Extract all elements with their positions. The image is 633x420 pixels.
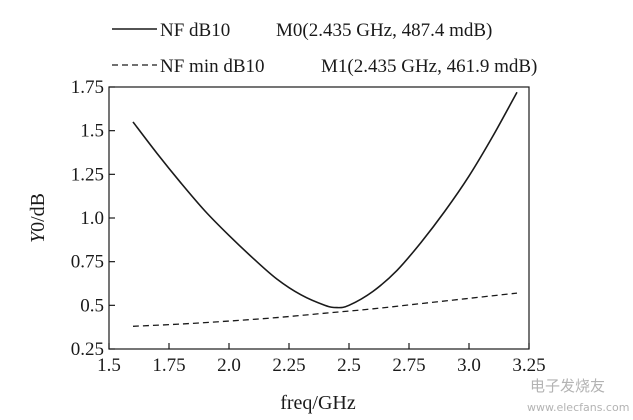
x-tick-label: 3.0 (457, 355, 481, 376)
y-axis-title-italic: Y (27, 230, 49, 243)
x-tick-label: 2.5 (337, 355, 361, 376)
x-tick-label: 1.75 (152, 355, 185, 376)
watermark-line-1: 电子发烧友 (530, 377, 605, 395)
y-axis-title: Y0/dB (27, 193, 49, 243)
watermark-line-2: www.elecfans.com (527, 401, 629, 414)
legend-series-0-marker: M0(2.435 GHz, 487.4 mdB) (276, 20, 492, 41)
y-axis-title-rest: 0/dB (27, 193, 49, 232)
y-tick-label: 1.75 (71, 77, 104, 98)
x-tick-label: 2.25 (272, 355, 305, 376)
series-line-nf (132, 91, 518, 309)
series-curves (132, 91, 518, 327)
x-axis-ticks: 1.5 1.75 2.0 2.25 2.5 2.75 3.0 3.25 (97, 343, 546, 376)
legend-series-1-name: NF min dB10 (160, 56, 265, 77)
series-line-nf-min (132, 292, 518, 327)
x-axis-title: freq/GHz (280, 392, 356, 414)
y-axis-ticks: 0.25 0.5 0.75 1.0 1.25 1.5 1.75 (71, 77, 115, 360)
y-tick-label: 0.75 (71, 252, 104, 273)
watermark: 电子发烧友 www.elecfans.com (527, 377, 629, 414)
x-tick-label: 2.0 (217, 355, 241, 376)
legend: NF dB10 M0(2.435 GHz, 487.4 mdB) NF min … (112, 20, 537, 77)
legend-series-1-marker: M1(2.435 GHz, 461.9 mdB) (321, 56, 537, 77)
y-tick-label: 0.25 (71, 339, 104, 360)
x-tick-label: 3.25 (512, 355, 545, 376)
legend-series-0-name: NF dB10 (160, 20, 230, 41)
y-tick-label: 0.5 (80, 295, 104, 316)
x-tick-label: 1.5 (97, 355, 121, 376)
y-tick-label: 1.5 (80, 121, 104, 142)
x-tick-label: 2.75 (392, 355, 425, 376)
plot-frame (108, 86, 530, 350)
y-tick-label: 1.0 (80, 208, 104, 229)
y-tick-label: 1.25 (71, 164, 104, 185)
